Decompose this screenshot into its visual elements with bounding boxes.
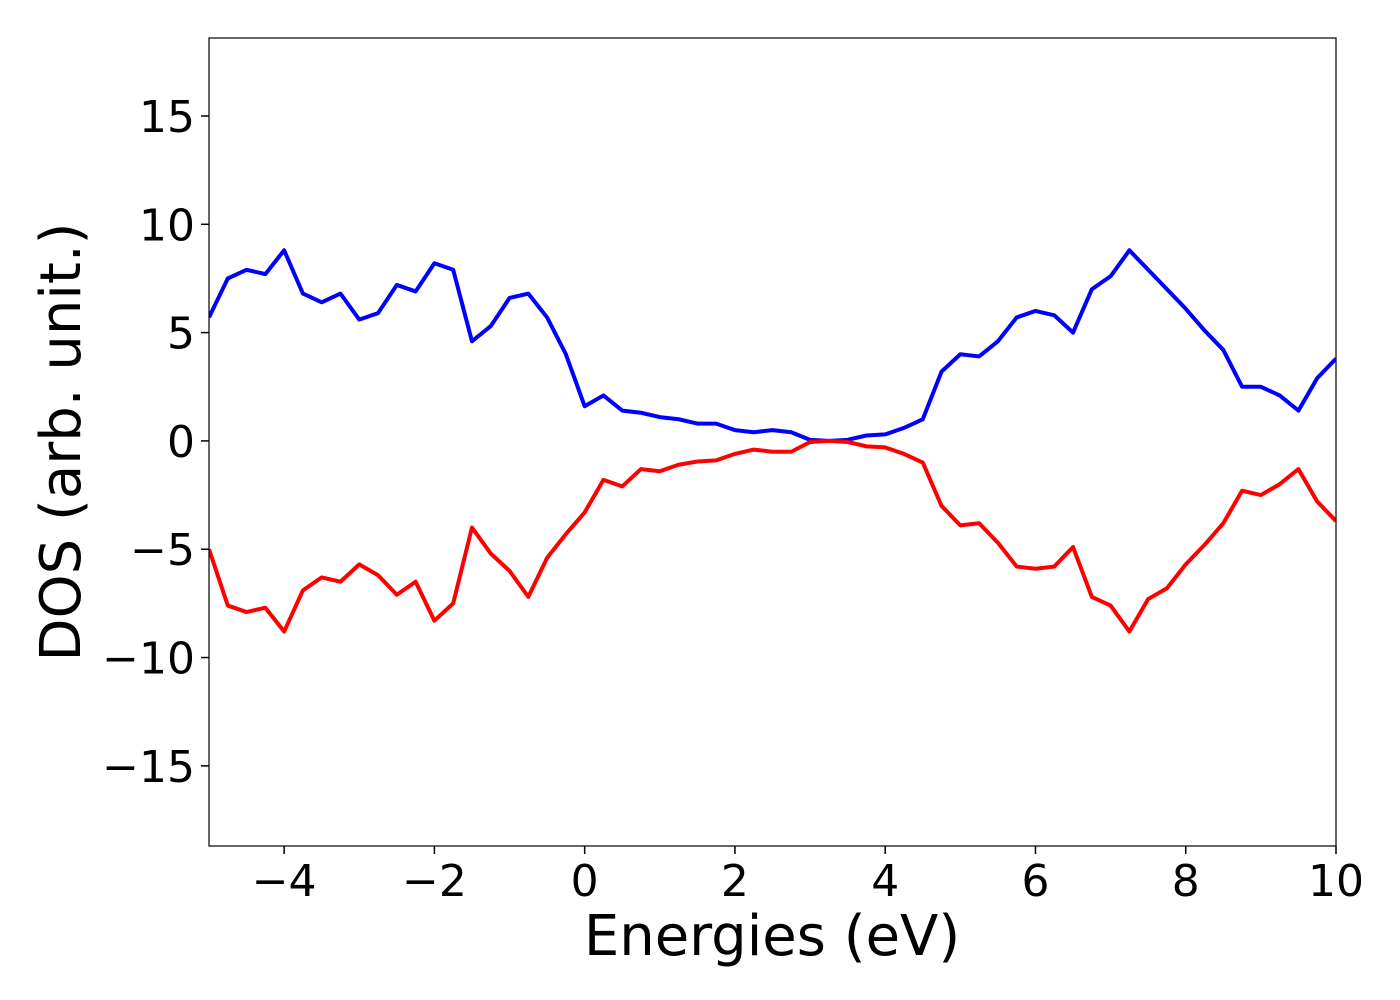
x-tick-label: 0 — [571, 856, 599, 907]
x-tick-label: −4 — [252, 856, 317, 907]
x-tick-label: 10 — [1308, 856, 1364, 907]
x-tick-label: 6 — [1021, 856, 1049, 907]
y-tick-label: −15 — [102, 742, 195, 793]
y-axis-label: DOS (arb. unit.) — [29, 222, 94, 661]
x-axis-label: Energies (eV) — [584, 904, 960, 969]
y-tick-label: −5 — [130, 525, 195, 576]
x-tick-label: 4 — [871, 856, 899, 907]
y-tick-label: 10 — [139, 200, 195, 251]
line-series — [209, 438, 1336, 634]
y-tick-label: 0 — [167, 417, 195, 468]
line-series — [209, 248, 1336, 443]
x-tick-label: 8 — [1172, 856, 1200, 907]
y-tick-label: 15 — [139, 92, 195, 143]
plot-frame — [208, 37, 1337, 847]
x-tick-label: −2 — [402, 856, 467, 907]
x-tick-label: 2 — [721, 856, 749, 907]
y-tick-label: 5 — [167, 309, 195, 360]
y-tick-label: −10 — [102, 634, 195, 685]
